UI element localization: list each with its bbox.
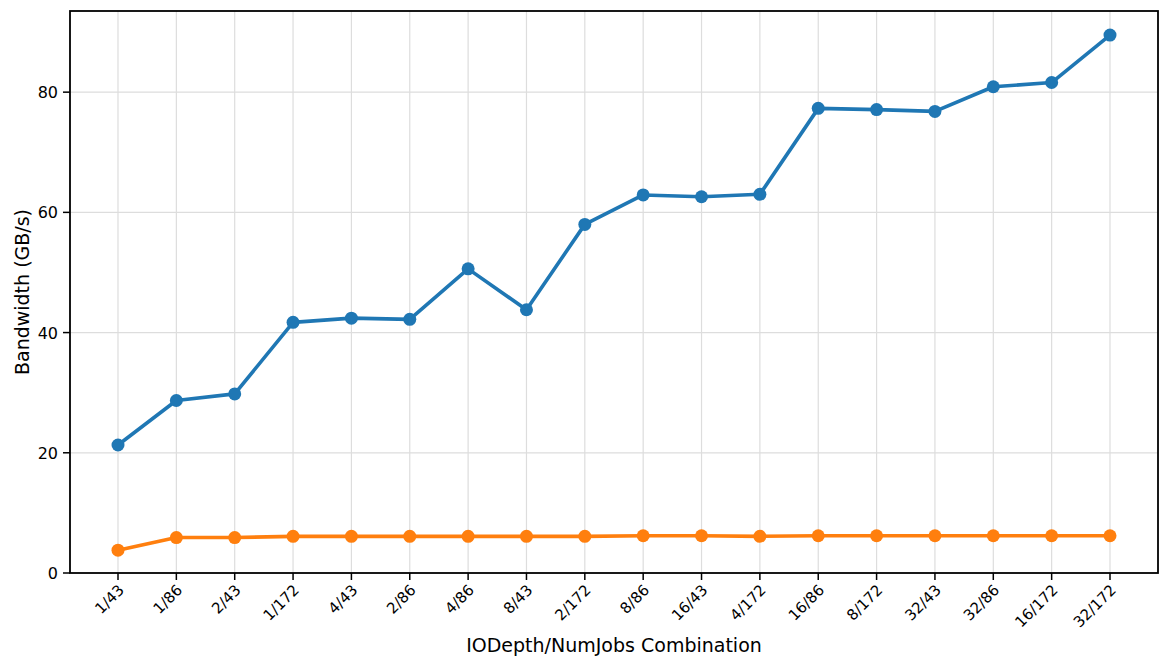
data-point-series-2: [112, 544, 125, 557]
data-point-series-2: [987, 529, 1000, 542]
x-axis-label: IODepth/NumJobs Combination: [70, 634, 1158, 656]
y-tick-label: 40: [38, 324, 58, 343]
data-point-series-2: [520, 530, 533, 543]
y-tick-label: 80: [38, 83, 58, 102]
data-point-series-1: [345, 312, 358, 325]
data-point-series-1: [1104, 29, 1117, 42]
y-tick-label: 0: [48, 564, 58, 583]
data-point-series-2: [228, 531, 241, 544]
y-axis-label: Bandwidth (GB/s): [11, 209, 33, 375]
data-point-series-1: [753, 188, 766, 201]
data-point-series-1: [520, 303, 533, 316]
data-point-series-1: [695, 190, 708, 203]
data-point-series-2: [870, 529, 883, 542]
data-point-series-2: [812, 529, 825, 542]
data-point-series-1: [812, 102, 825, 115]
data-point-series-2: [403, 530, 416, 543]
data-point-series-1: [987, 80, 1000, 93]
data-point-series-2: [1045, 529, 1058, 542]
data-point-series-2: [637, 529, 650, 542]
data-point-series-1: [403, 313, 416, 326]
data-point-series-1: [112, 438, 125, 451]
bandwidth-line-chart: 0204060801/431/862/431/1724/432/864/868/…: [0, 0, 1170, 663]
data-point-series-2: [170, 531, 183, 544]
data-point-series-1: [870, 103, 883, 116]
data-point-series-1: [928, 105, 941, 118]
data-point-series-1: [170, 394, 183, 407]
data-point-series-2: [578, 530, 591, 543]
data-point-series-1: [1045, 76, 1058, 89]
data-point-series-1: [462, 262, 475, 275]
data-point-series-1: [578, 218, 591, 231]
data-point-series-2: [928, 529, 941, 542]
data-point-series-2: [695, 529, 708, 542]
data-point-series-1: [637, 188, 650, 201]
chart-figure: 0204060801/431/862/431/1724/432/864/868/…: [0, 0, 1170, 663]
data-point-series-2: [462, 530, 475, 543]
y-tick-label: 20: [38, 444, 58, 463]
data-point-series-2: [345, 530, 358, 543]
data-point-series-2: [287, 530, 300, 543]
y-tick-label: 60: [38, 203, 58, 222]
data-point-series-2: [753, 530, 766, 543]
data-point-series-2: [1104, 529, 1117, 542]
data-point-series-1: [228, 387, 241, 400]
data-point-series-1: [287, 316, 300, 329]
